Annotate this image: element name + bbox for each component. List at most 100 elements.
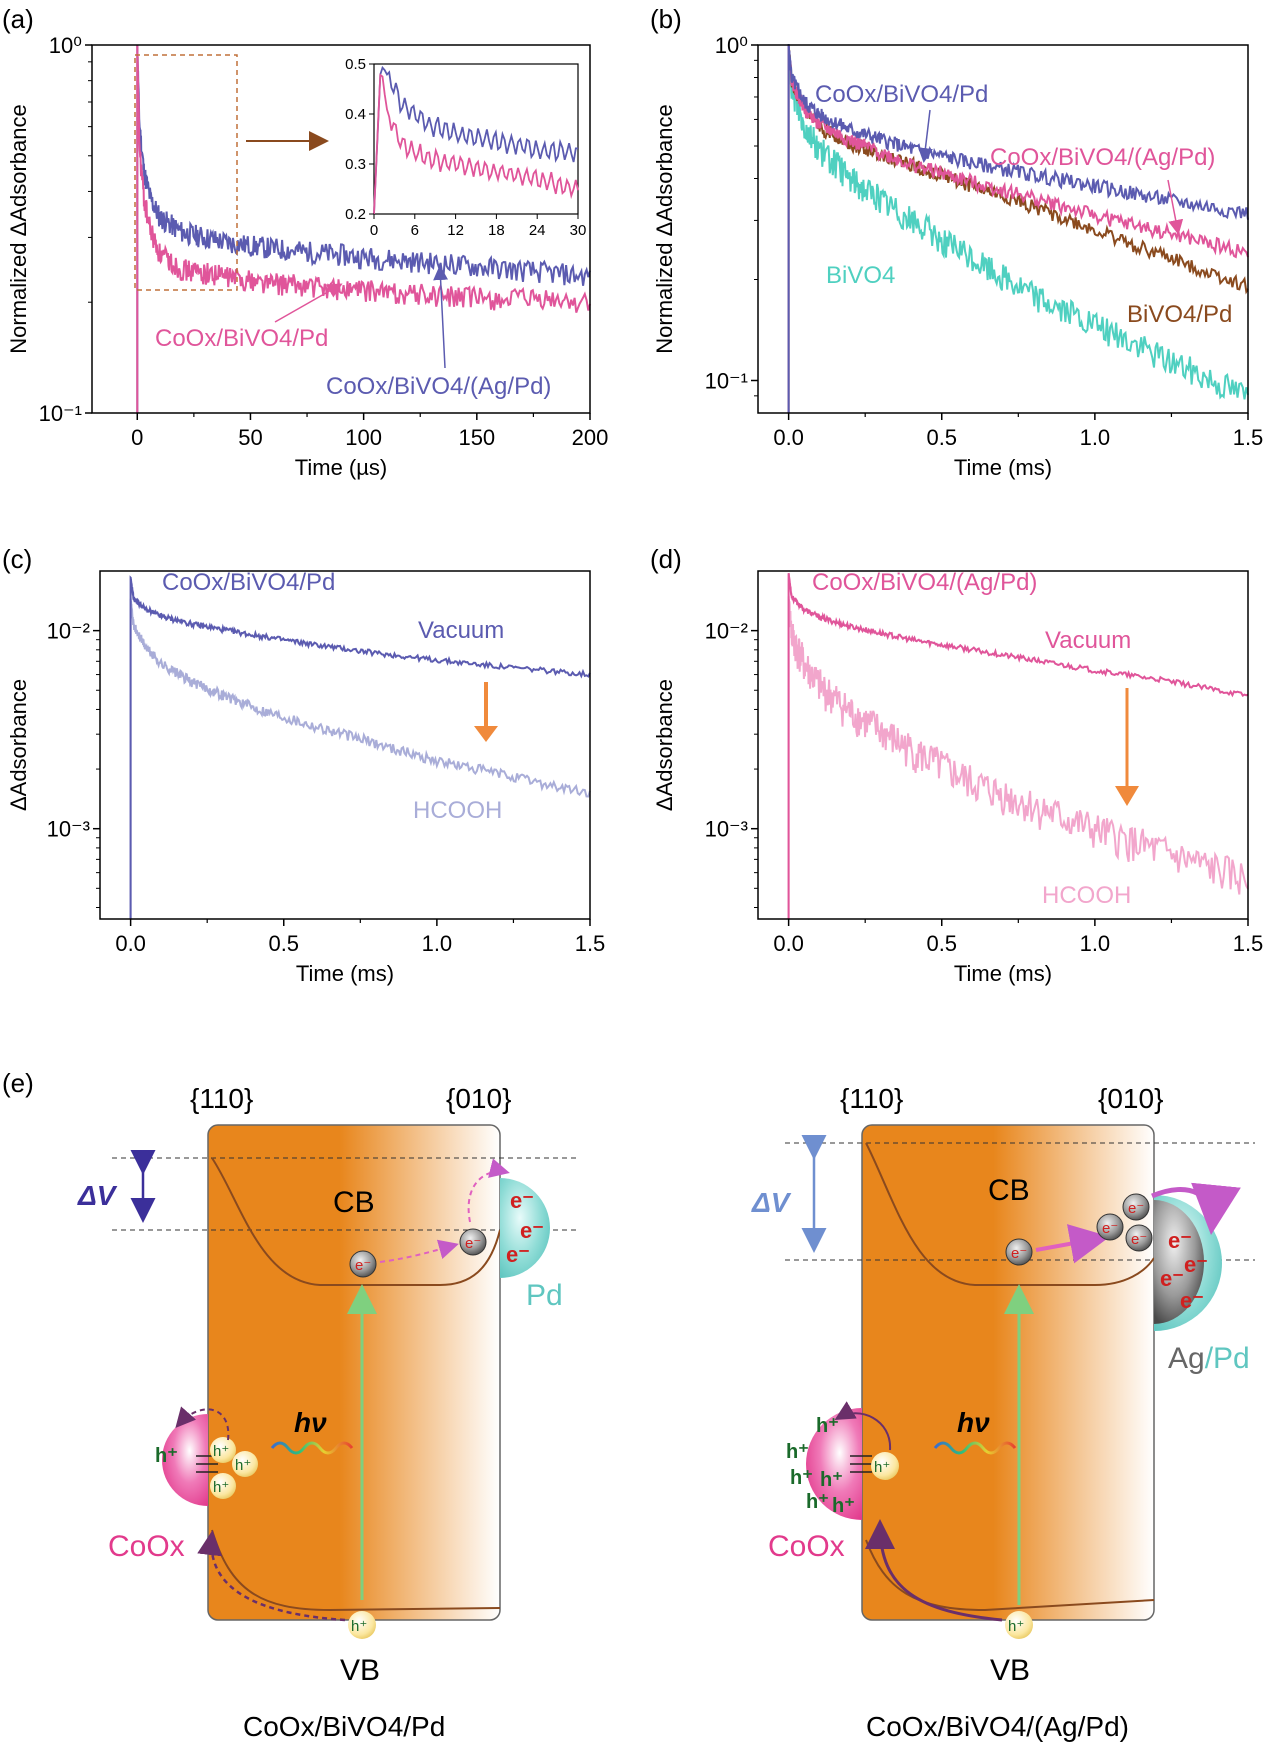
photon-wave <box>933 1441 1017 1455</box>
series-line-1 <box>136 45 591 413</box>
vb-hole <box>348 1611 376 1639</box>
chart-c: 0.0 0.5 1.0 1.5 10⁻² 10⁻³ Time (ms) ΔAdsorbance… <box>6 569 605 986</box>
diagram-e-right: {110} {010} ΔV CB VB hν e⁻ e⁻ e⁻ e⁻ e⁻ e… <box>751 1083 1255 1742</box>
electron-cluster-2 <box>1122 1193 1150 1221</box>
x-tick-label: 0.5 <box>268 931 299 956</box>
plot-frame <box>757 570 1249 920</box>
x-tick-label: 1.0 <box>1080 931 1111 956</box>
x-tick-label: 1.5 <box>575 931 606 956</box>
inset-y-tick-label: 0.2 <box>345 206 366 223</box>
coox-hole-2: h⁺ <box>786 1441 809 1463</box>
y-tick-label: 10⁰ <box>49 33 82 58</box>
hole-migration-arrow <box>197 1530 346 1622</box>
panel-label-c: (c) <box>2 544 32 574</box>
agpd-electron-1: e⁻ <box>1168 1228 1192 1253</box>
electron-transfer-arrow <box>1035 1224 1110 1264</box>
y-tick-label: 10⁻¹ <box>39 401 82 426</box>
vb-hole <box>1005 1611 1033 1639</box>
vb-label: VB <box>340 1654 380 1687</box>
panel-label-d: (d) <box>650 544 682 574</box>
annotation-vacuum: Vacuum <box>418 617 504 644</box>
cb-label: CB <box>333 1186 375 1219</box>
inset-x-tick-label: 12 <box>447 222 464 239</box>
facet-010-label: {010} <box>446 1083 511 1114</box>
photon-wave <box>270 1441 354 1455</box>
chart-b: 0.0 0.5 1.0 1.5 10⁰ 10⁻¹ Time (ms) Normalized Δ… <box>652 33 1263 480</box>
y-tick-label: 10⁻¹ <box>705 368 748 393</box>
series-line-hcooh <box>129 598 591 919</box>
panel-label-a: (a) <box>2 4 34 34</box>
electron-cluster-1 <box>1096 1213 1124 1241</box>
electron-surface-label: e⁻ <box>465 1235 481 1252</box>
panel-label-b: (b) <box>650 4 682 34</box>
x-tick-label: 1.0 <box>1080 425 1111 450</box>
electron-cb <box>349 1250 377 1278</box>
x-tick-label: 100 <box>345 425 382 450</box>
facet-110-label: {110} <box>190 1083 253 1114</box>
vb-label: VB <box>990 1654 1030 1687</box>
cb-band-curve <box>211 1157 501 1286</box>
x-axis-label: Time (ms) <box>954 961 1052 986</box>
series-line-1 <box>787 44 1249 413</box>
caption-right: CoOx/BiVO4/(Ag/Pd) <box>866 1711 1129 1742</box>
facet-010-label: {010} <box>1098 1083 1163 1114</box>
electron-cluster-3 <box>1125 1224 1153 1252</box>
electron-hop-arrow <box>467 1158 510 1223</box>
x-tick-label: 1.5 <box>1233 931 1264 956</box>
series-line-0 <box>136 45 591 413</box>
cb-label: CB <box>988 1174 1030 1207</box>
electron-transfer-arrow <box>379 1239 459 1263</box>
coox-hole-4: h⁺ <box>820 1469 843 1491</box>
cb-band-curve <box>865 1142 1155 1286</box>
annotation-blue: CoOx/BiVO4/(Ag/Pd) <box>326 373 551 400</box>
x-tick-label: 200 <box>572 425 609 450</box>
series-line-vacuum <box>787 572 1249 919</box>
electron-hop-arrow <box>1151 1182 1241 1235</box>
annotation-pink: CoOx/BiVO4/(Ag/Pd) <box>990 144 1215 171</box>
agpd-electron-2: e⁻ <box>1184 1252 1208 1277</box>
electron-cluster-2-label: e⁻ <box>1128 1200 1144 1217</box>
surface-hole-2 <box>232 1451 258 1477</box>
x-tick-label: 0.5 <box>926 425 957 450</box>
pd-electron-1: e⁻ <box>510 1188 534 1213</box>
inset-x-tick-label: 18 <box>488 222 505 239</box>
inset-x-tick-label: 0 <box>370 222 378 239</box>
surface-hole <box>871 1452 899 1480</box>
electron-cb-label: e⁻ <box>1011 1245 1027 1262</box>
electron-cluster-1-label: e⁻ <box>1102 1220 1118 1237</box>
vb-band-curve <box>865 1539 1155 1612</box>
surface-hole-label: h⁺ <box>874 1459 890 1476</box>
pd-label: Pd <box>1213 1342 1250 1375</box>
x-tick-label: 0 <box>131 425 143 450</box>
zoom-region-box <box>134 54 238 291</box>
y-axis-label: ΔAdsorbance <box>6 679 31 811</box>
y-tick-label: 10⁻² <box>47 619 90 644</box>
x-tick-label: 0.5 <box>926 931 957 956</box>
series-line-hcooh <box>787 596 1249 919</box>
pd-particle <box>500 1178 550 1278</box>
plot-frame <box>91 44 591 414</box>
pd-label: Pd <box>526 1279 563 1312</box>
annotation-arrow-pink <box>1167 179 1184 235</box>
electron-cb-label: e⁻ <box>355 1257 371 1274</box>
y-axis-label: ΔAdsorbance <box>652 679 677 811</box>
annotation-blue: CoOx/BiVO4/Pd <box>815 81 988 108</box>
electron-cluster-3-label: e⁻ <box>1131 1231 1147 1248</box>
coox-hole: h⁺ <box>155 1445 178 1467</box>
annotation-hcooh: HCOOH <box>413 797 502 824</box>
pd-electron-3: e⁻ <box>506 1242 530 1267</box>
hole-to-coox-arrow <box>175 1406 230 1441</box>
coox-particle <box>162 1414 208 1506</box>
series-line-3 <box>787 44 1249 413</box>
inset-x-tick-label: 30 <box>570 222 587 239</box>
plot-frame <box>757 44 1249 414</box>
y-tick-label: 10⁻³ <box>705 817 748 842</box>
x-tick-label: 150 <box>458 425 495 450</box>
facet-110-label: {110} <box>840 1083 903 1114</box>
annotation-arrow-blue <box>433 265 449 369</box>
surface-hole-2-label: h⁺ <box>235 1457 251 1474</box>
x-tick-label: 50 <box>238 425 262 450</box>
coox-hole-6: h⁺ <box>832 1495 855 1517</box>
coox-label: CoOx <box>768 1530 845 1563</box>
inset-x-tick-label: 6 <box>411 222 419 239</box>
